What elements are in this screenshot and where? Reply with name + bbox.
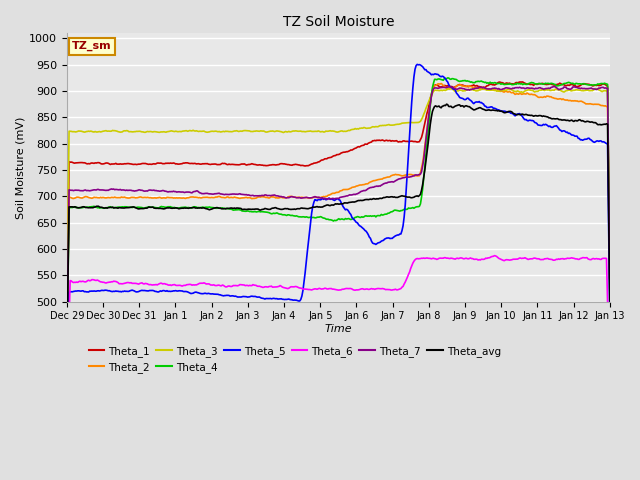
Line: Theta_3: Theta_3 xyxy=(67,88,610,305)
Theta_2 xyxy=(606,288,614,293)
Theta_3 xyxy=(63,302,71,308)
Theta_1 xyxy=(606,275,614,281)
X-axis label: Time: Time xyxy=(324,324,352,334)
Theta_avg xyxy=(606,298,614,304)
Theta_2 xyxy=(321,194,328,200)
Theta_5 xyxy=(386,236,394,241)
Line: Theta_4: Theta_4 xyxy=(67,78,610,350)
Theta_1 xyxy=(519,79,527,85)
Theta_5 xyxy=(594,138,602,144)
Theta_3 xyxy=(386,122,394,128)
Theta_1 xyxy=(63,321,71,326)
Theta_4 xyxy=(444,75,451,81)
Theta_avg xyxy=(356,197,364,203)
Theta_avg xyxy=(509,110,516,116)
Theta_avg xyxy=(594,122,602,128)
Theta_avg xyxy=(324,202,332,208)
Theta_6 xyxy=(491,253,499,259)
Theta_6 xyxy=(606,388,614,394)
Theta_4 xyxy=(594,81,602,87)
Theta_5 xyxy=(321,195,328,201)
Text: TZ_sm: TZ_sm xyxy=(72,41,112,51)
Y-axis label: Soil Moisture (mV): Soil Moisture (mV) xyxy=(15,116,25,218)
Theta_5 xyxy=(356,223,364,229)
Theta_7 xyxy=(321,196,328,202)
Theta_1 xyxy=(321,156,328,162)
Theta_7 xyxy=(356,189,364,194)
Theta_4 xyxy=(324,216,332,222)
Theta_7 xyxy=(508,86,516,92)
Theta_5 xyxy=(606,310,614,316)
Theta_6 xyxy=(594,256,602,262)
Theta_4 xyxy=(509,82,516,87)
Theta_3 xyxy=(594,86,602,92)
Line: Theta_5: Theta_5 xyxy=(67,64,610,401)
Theta_5 xyxy=(413,61,421,67)
Theta_avg xyxy=(321,203,328,209)
Theta_6 xyxy=(324,286,332,292)
Theta_1 xyxy=(356,144,364,149)
Theta_2 xyxy=(324,192,332,198)
Theta_2 xyxy=(594,102,602,108)
Title: TZ Soil Moisture: TZ Soil Moisture xyxy=(283,15,394,29)
Theta_4 xyxy=(321,216,328,221)
Theta_3 xyxy=(321,129,328,135)
Theta_avg xyxy=(443,101,451,107)
Theta_5 xyxy=(63,398,71,404)
Theta_7 xyxy=(324,196,332,202)
Theta_6 xyxy=(386,287,394,292)
Theta_6 xyxy=(509,256,516,262)
Line: Theta_7: Theta_7 xyxy=(67,86,610,340)
Theta_4 xyxy=(356,215,364,220)
Theta_2 xyxy=(356,182,364,188)
Theta_6 xyxy=(321,286,328,291)
Legend: Theta_1, Theta_2, Theta_3, Theta_4, Theta_5, Theta_6, Theta_7, Theta_avg: Theta_1, Theta_2, Theta_3, Theta_4, Thet… xyxy=(84,342,505,377)
Theta_1 xyxy=(386,138,394,144)
Theta_6 xyxy=(356,286,364,292)
Line: Theta_1: Theta_1 xyxy=(67,82,610,324)
Theta_4 xyxy=(606,275,614,280)
Theta_2 xyxy=(386,174,394,180)
Theta_1 xyxy=(508,81,516,87)
Line: Theta_2: Theta_2 xyxy=(67,84,610,344)
Theta_4 xyxy=(63,348,71,353)
Theta_3 xyxy=(447,85,455,91)
Theta_7 xyxy=(594,86,602,92)
Theta_7 xyxy=(550,84,558,89)
Theta_7 xyxy=(386,179,394,185)
Theta_7 xyxy=(606,276,614,282)
Theta_5 xyxy=(509,111,516,117)
Line: Theta_6: Theta_6 xyxy=(67,256,610,403)
Theta_2 xyxy=(437,81,445,86)
Theta_3 xyxy=(606,278,614,284)
Theta_avg xyxy=(386,194,394,200)
Theta_4 xyxy=(386,210,394,216)
Theta_1 xyxy=(324,155,332,161)
Theta_3 xyxy=(324,128,332,134)
Line: Theta_avg: Theta_avg xyxy=(67,104,610,350)
Theta_2 xyxy=(509,89,516,95)
Theta_3 xyxy=(509,87,516,93)
Theta_2 xyxy=(63,341,71,347)
Theta_7 xyxy=(63,337,71,343)
Theta_6 xyxy=(63,400,71,406)
Theta_1 xyxy=(594,82,602,88)
Theta_3 xyxy=(356,125,364,131)
Theta_avg xyxy=(63,348,71,353)
Theta_5 xyxy=(324,196,332,202)
